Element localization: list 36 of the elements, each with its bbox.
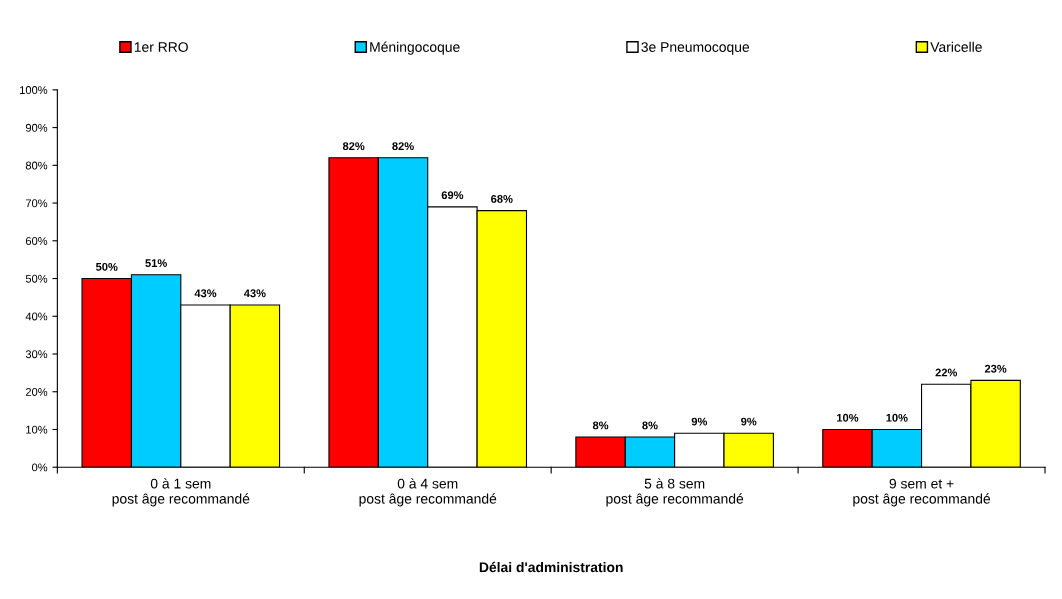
data-label: 82%: [392, 142, 414, 151]
x-axis-title: Délai d'administration: [479, 561, 623, 573]
data-label: 50%: [95, 262, 118, 271]
data-label: 23%: [984, 364, 1007, 373]
y-tick-label: 90%: [25, 123, 48, 132]
data-label: 10%: [886, 413, 908, 422]
y-tick-label: 50%: [25, 274, 48, 283]
x-tick-label: 0 à 1 sem post âge recommandé: [112, 478, 250, 507]
data-label: 68%: [491, 194, 513, 203]
data-label: 9%: [741, 417, 757, 426]
x-tick-label: 0 à 4 sem post âge recommandé: [359, 478, 497, 507]
legend-label: 3e Pneumocoque: [641, 42, 750, 55]
x-tick-label: 9 sem et + post âge recommandé: [853, 478, 991, 507]
y-tick-label: 40%: [25, 312, 48, 321]
legend-label: 1er RRO: [134, 42, 188, 52]
data-label: 43%: [243, 289, 266, 298]
data-label: 10%: [837, 413, 859, 422]
y-tick-label: 0%: [32, 463, 48, 472]
y-tick-label: 100%: [20, 86, 48, 94]
legend-label: Varicelle: [930, 41, 982, 52]
y-tick-label: 30%: [25, 350, 48, 359]
data-label: 8%: [642, 421, 658, 430]
data-label: 51%: [145, 259, 167, 268]
legend-label: Méningocoque: [370, 41, 460, 55]
data-label: 69%: [441, 191, 464, 200]
y-tick-label: 70%: [25, 199, 48, 208]
data-label: 22%: [935, 368, 958, 377]
y-tick-label: 80%: [25, 161, 48, 170]
y-tick-label: 20%: [25, 388, 48, 396]
data-label: 82%: [342, 142, 365, 151]
data-label: 8%: [592, 421, 609, 430]
data-label: 43%: [194, 289, 217, 298]
y-tick-label: 60%: [25, 237, 48, 245]
data-label: 9%: [691, 417, 708, 426]
y-tick-label: 10%: [26, 425, 48, 434]
x-tick-label: 5 à 8 sem post âge recommandé: [606, 478, 744, 507]
